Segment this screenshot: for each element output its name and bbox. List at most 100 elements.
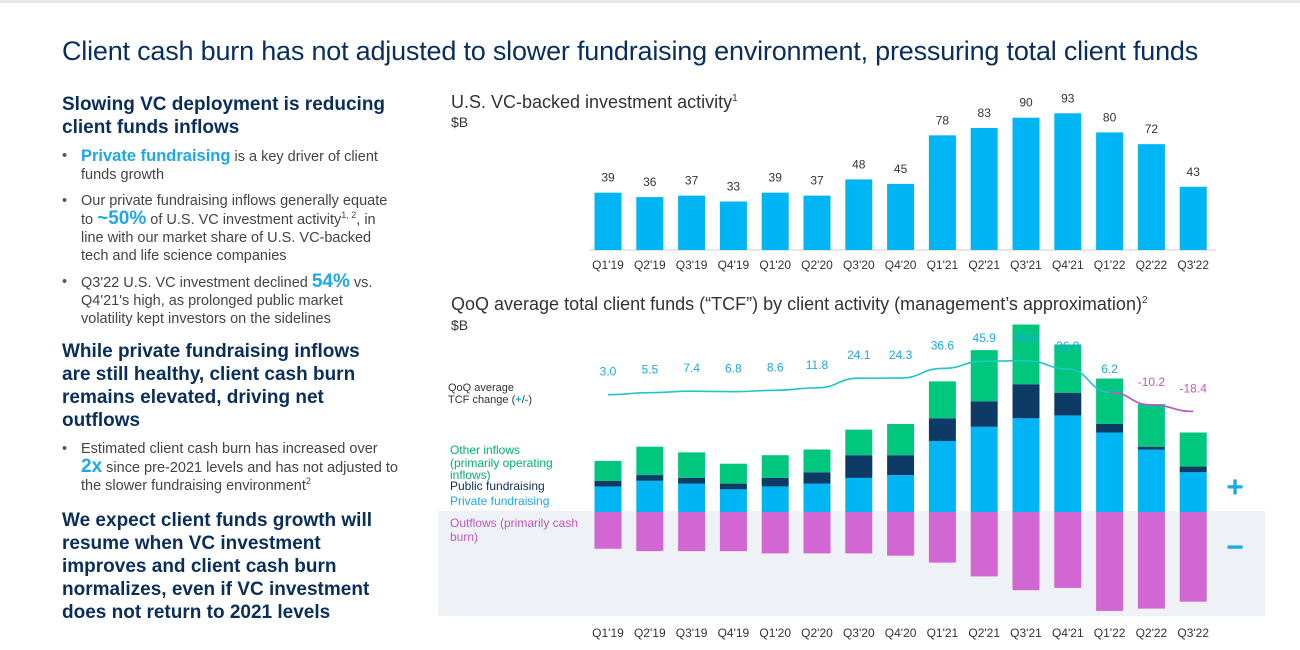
page-title: Client cash burn has not adjusted to slo…: [62, 36, 1199, 66]
vc-bar-label: 37: [810, 174, 824, 188]
bullet-text: Estimated client cash burn has increased…: [81, 441, 378, 457]
vc-x-tick: Q1'22: [1094, 258, 1126, 272]
other-inflows-bar: [928, 381, 956, 419]
other-inflows-bar: [845, 429, 873, 456]
legend-outflows-l2: burn): [450, 530, 478, 544]
vc-bar-label: 83: [978, 106, 992, 120]
vc-x-tick: Q4'19: [718, 258, 750, 272]
tcf-x-tick: Q3'22: [1177, 626, 1209, 640]
outflows-bar: [845, 512, 873, 554]
outflows-bar: [887, 512, 915, 556]
other-inflows-bar: [887, 423, 915, 456]
vc-bar: [719, 201, 747, 250]
vc-bar-label: 90: [1019, 96, 1033, 110]
vc-x-tick: Q1'20: [759, 258, 791, 272]
legend-outflows-l1: Outflows (primarily cash: [450, 516, 578, 530]
other-inflows-bar: [1137, 404, 1165, 447]
tcf-x-tick: Q2'21: [968, 626, 1000, 640]
hl-54-percent: 54%: [311, 271, 350, 292]
other-inflows-bar: [803, 449, 831, 473]
tcf-x-tick: Q4'20: [885, 626, 917, 640]
outflows-bar: [678, 512, 706, 552]
tcf-x-tick: Q2'19: [634, 626, 666, 640]
bullet-text: Our private fundraising inflows generall…: [81, 193, 388, 228]
vc-bar: [1096, 132, 1124, 250]
tcf-change-label: 7.4: [683, 361, 700, 375]
private-fundraising-bar: [1179, 472, 1207, 512]
hl-fifty-percent: ~50%: [97, 208, 147, 229]
tcf-x-tick: Q4'19: [718, 626, 750, 640]
heading-fundraising-healthy: While private fundraising inflows are st…: [62, 341, 360, 431]
bullet-private-fundraising: Private fundraising is a key driver of c…: [62, 147, 401, 184]
public-fundraising-bar: [1054, 392, 1082, 416]
private-fundraising-bar: [887, 475, 915, 512]
legend-other-l1: Other inflows: [450, 443, 520, 457]
private-fundraising-bar: [1054, 415, 1082, 512]
vc-x-tick: Q3'20: [843, 258, 875, 272]
bullet-text: vs. Q4'21's high, as prolonged public ma…: [81, 275, 373, 327]
public-fundraising-bar: [1012, 384, 1040, 419]
vc-bar: [761, 192, 789, 250]
public-fundraising-bar: [678, 477, 706, 484]
heading-slowing-vc: Slowing VC deployment is reducing client…: [62, 94, 386, 138]
bullet-cash-burn: Estimated client cash burn has increased…: [62, 440, 401, 495]
vc-bar-label: 43: [1187, 165, 1201, 179]
outflow-background: [438, 511, 1265, 616]
vc-bar-label: 39: [601, 171, 615, 185]
tcf-change-label: 3.0: [600, 365, 617, 379]
vc-bar: [636, 197, 664, 250]
bullet-text: since pre-2021 levels and has not adjust…: [81, 460, 398, 494]
vc-x-tick: Q3'22: [1177, 258, 1209, 272]
bullet-text: , in line with our market share of U.S. …: [81, 212, 376, 264]
hl-2x: 2x: [81, 456, 103, 477]
heading-expect-growth: We expect client funds growth will resum…: [62, 510, 373, 623]
tcf-x-tick: Q3'21: [1010, 626, 1042, 640]
chart1-title: U.S. VC-backed investment activity1: [451, 92, 738, 112]
outflows-bar: [1179, 512, 1207, 602]
public-fundraising-bar: [1137, 446, 1165, 450]
tcf-x-tick: Q3'19: [676, 626, 708, 640]
other-inflows-bar: [761, 455, 789, 478]
vc-x-tick: Q2'20: [801, 258, 833, 272]
vc-bar: [594, 192, 622, 250]
public-fundraising-bar: [761, 477, 789, 487]
tcf-x-tick: Q4'21: [1052, 626, 1084, 640]
private-fundraising-bar: [928, 441, 956, 512]
tcf-change-label: -18.4: [1180, 381, 1208, 395]
vc-x-tick: Q3'19: [676, 258, 708, 272]
vc-bar: [1012, 117, 1040, 250]
vc-bar: [678, 195, 706, 250]
tcf-change-label: 46.6: [1014, 331, 1038, 345]
vc-bar: [845, 179, 873, 250]
private-fundraising-bar: [594, 486, 622, 512]
private-fundraising-bar: [761, 486, 789, 512]
vc-x-tick: Q4'21: [1052, 258, 1084, 272]
tcf-change-label: 36.6: [931, 338, 955, 352]
other-inflows-bar: [970, 350, 998, 402]
vc-bar-label: 39: [769, 171, 783, 185]
public-fundraising-bar: [594, 480, 622, 487]
outflows-bar: [970, 512, 998, 577]
hl-private-fundraising: Private fundraising: [81, 147, 231, 165]
other-inflows-bar: [594, 460, 622, 481]
footnote-ref: 1, 2: [341, 210, 357, 221]
bullet-list-2: Estimated client cash burn has increased…: [62, 440, 412, 495]
chart2-unit: $B: [451, 317, 468, 333]
vc-bar-label: 80: [1103, 110, 1117, 124]
public-fundraising-bar: [1179, 466, 1207, 473]
private-fundraising-bar: [1096, 432, 1124, 512]
private-fundraising-bar: [803, 483, 831, 512]
tcf-x-tick: Q1'20: [759, 626, 791, 640]
outflows-bar: [761, 512, 789, 554]
tcf-x-tick: Q1'21: [927, 626, 959, 640]
legend-private: Private fundraising: [450, 494, 549, 508]
private-fundraising-bar: [970, 426, 998, 512]
tcf-change-label: 24.3: [889, 348, 913, 362]
vc-bar: [1054, 113, 1082, 250]
other-inflows-bar: [636, 446, 664, 476]
public-fundraising-bar: [887, 455, 915, 476]
left-text-panel: Slowing VC deployment is reducing client…: [62, 93, 412, 624]
vc-x-tick: Q1'19: [592, 258, 624, 272]
vc-x-tick: Q3'21: [1010, 258, 1042, 272]
bullet-text: is a key driver of client funds growth: [81, 149, 378, 183]
